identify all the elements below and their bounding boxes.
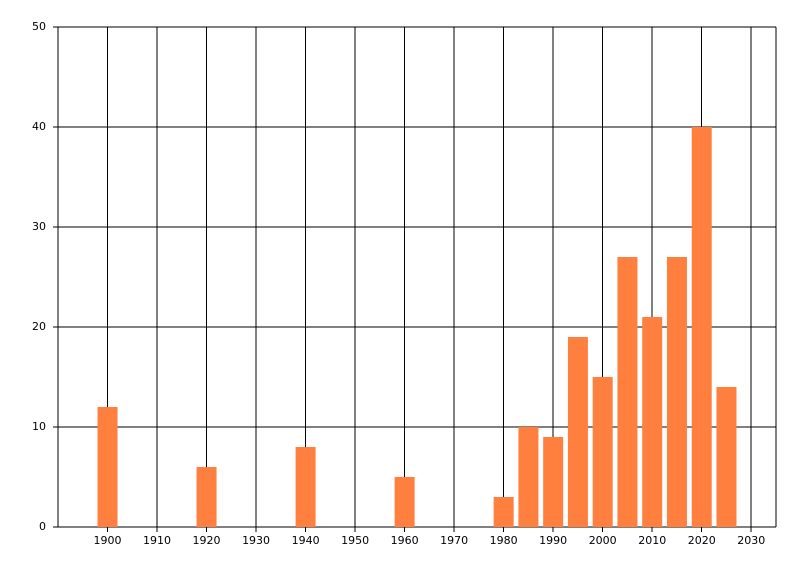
- x-tick-label: 1980: [490, 534, 518, 547]
- y-tick-label: 30: [32, 220, 46, 233]
- x-tick-label: 1930: [242, 534, 270, 547]
- x-tick-label: 2020: [688, 534, 716, 547]
- bar: [642, 317, 663, 527]
- x-tick-label: 1970: [440, 534, 468, 547]
- x-tick-label: 1940: [292, 534, 320, 547]
- bar: [394, 477, 415, 527]
- y-tick-label: 10: [32, 420, 46, 433]
- bar: [518, 427, 539, 527]
- bar: [567, 337, 588, 527]
- bar: [592, 377, 613, 527]
- x-tick-label: 2000: [589, 534, 617, 547]
- y-tick-label: 0: [39, 520, 46, 533]
- x-tick-label: 1920: [193, 534, 221, 547]
- y-tick-label: 20: [32, 320, 46, 333]
- bar: [196, 467, 217, 527]
- bar: [97, 407, 118, 527]
- x-tick-label: 1950: [341, 534, 369, 547]
- x-tick-label: 2010: [638, 534, 666, 547]
- bar: [666, 257, 687, 527]
- bar: [716, 387, 737, 527]
- bar: [617, 257, 638, 527]
- bar: [543, 437, 564, 527]
- bar: [493, 497, 514, 527]
- y-tick-label: 40: [32, 120, 46, 133]
- y-tick-label: 50: [32, 20, 46, 33]
- bar: [295, 447, 316, 527]
- bar: [691, 127, 712, 527]
- x-tick-label: 1990: [539, 534, 567, 547]
- x-tick-label: 1900: [94, 534, 122, 547]
- x-tick-label: 2030: [737, 534, 765, 547]
- x-tick-label: 1960: [391, 534, 419, 547]
- x-tick-label: 1910: [143, 534, 171, 547]
